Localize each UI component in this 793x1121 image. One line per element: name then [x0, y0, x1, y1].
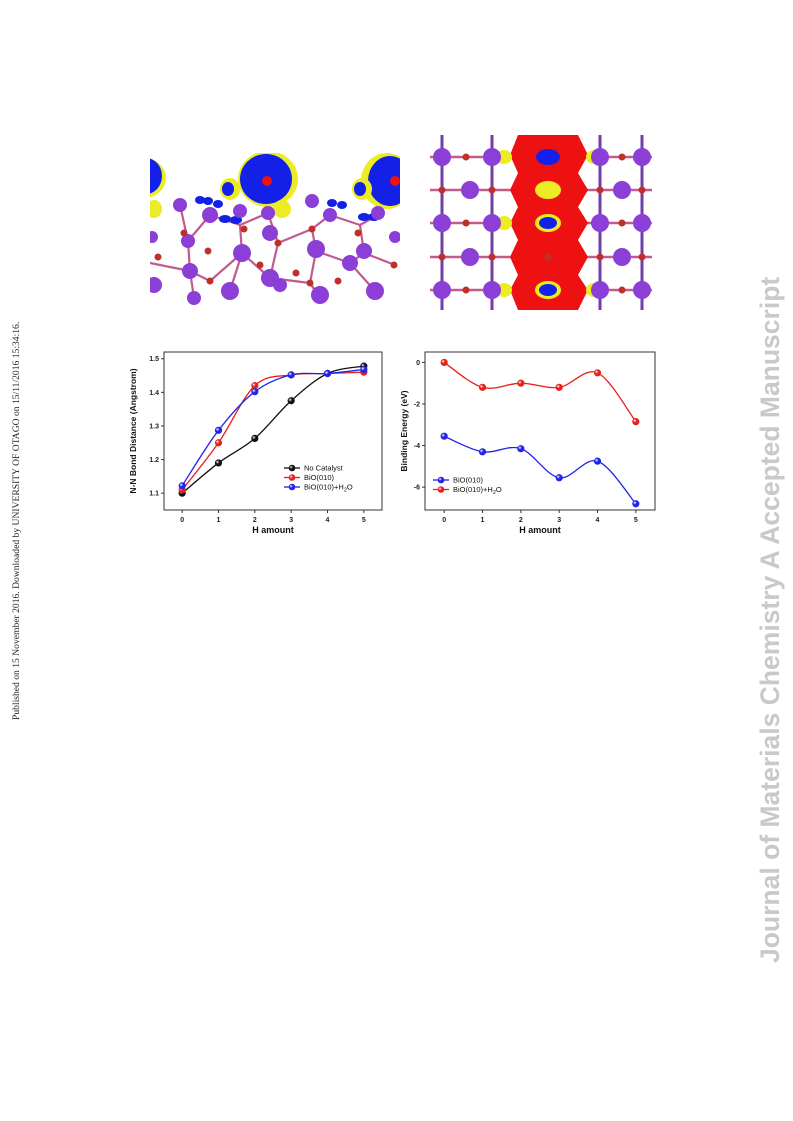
x-axis-label: H amount [519, 525, 561, 535]
y-tick-label: 1.2 [149, 457, 159, 464]
x-tick-label: 2 [519, 517, 523, 524]
structure-top-view-image [430, 135, 652, 310]
publication-note-text: Published on 15 November 2016. Downloade… [11, 321, 22, 720]
y-tick-label: -2 [414, 401, 420, 408]
x-tick-label: 5 [362, 517, 366, 524]
data-point [178, 482, 186, 490]
y-tick-label: -4 [414, 443, 420, 450]
y-axis-label: Binding Energy (eV) [399, 390, 409, 471]
y-tick-label: 1.4 [149, 390, 159, 397]
data-point [440, 358, 448, 366]
bond-distance-chart-svg: 0 1 2 3 4 5 1.1 1.2 1.3 1.4 1.5 H amount N-N Bond Di… [124, 342, 388, 542]
data-point [555, 383, 563, 391]
data-point [632, 500, 640, 508]
legend-marker [288, 474, 296, 481]
structure-side-view-svg [150, 153, 400, 305]
data-point [251, 388, 259, 396]
y-tick-label: 1.1 [149, 491, 159, 498]
binding-energy-chart-svg: 0 1 2 3 4 5 0 -2 -4 -6 H amount Binding Energy (eV)… [395, 342, 659, 542]
x-tick-label: 1 [481, 517, 485, 524]
data-point [440, 432, 448, 440]
x-tick-label: 0 [180, 517, 184, 524]
data-point [251, 382, 259, 390]
plot-frame [424, 351, 656, 511]
structure-top-view-svg [430, 135, 652, 310]
x-tick-label: 4 [326, 517, 330, 524]
x-tick-label: 5 [634, 517, 638, 524]
structure-side-view-image [150, 153, 400, 305]
x-tick-label: 3 [557, 517, 561, 524]
data-point [360, 365, 368, 374]
data-point [478, 383, 487, 391]
y-axis-label: N-N Bond Distance (Angstrom) [128, 368, 138, 493]
data-point [323, 369, 332, 378]
data-point [478, 448, 487, 456]
y-tick-label: 0 [416, 360, 420, 367]
data-point [517, 445, 525, 453]
data-point [214, 439, 223, 447]
charge-density-slab [496, 135, 602, 310]
legend-marker [288, 483, 296, 491]
bi-atoms [150, 194, 400, 305]
legend-marker [288, 464, 296, 472]
x-tick-label: 3 [289, 517, 293, 524]
o-atoms [154, 225, 398, 287]
plot-frame [163, 351, 383, 511]
x-tick-label: 2 [253, 517, 257, 524]
top-view-bi-atoms [433, 148, 651, 299]
legend-item-label: BiO(010) [304, 473, 335, 482]
legend-marker [437, 486, 445, 493]
legend-item-label: BiO(010)+H2O [304, 483, 353, 494]
legend-item-label: BiO(010)+H2O [453, 485, 502, 496]
legend-marker [437, 476, 445, 484]
x-tick-label: 4 [596, 517, 600, 524]
y-tick-label: -6 [414, 485, 420, 492]
legend-item-label: No Catalyst [304, 464, 344, 473]
data-point [251, 434, 259, 442]
journal-watermark-text: Journal of Materials Chemistry A Accepte… [755, 276, 785, 963]
margin-journal-watermark: Journal of Materials Chemistry A Accepte… [755, 158, 785, 963]
y-tick-label: 1.3 [149, 423, 159, 430]
data-point [287, 371, 295, 379]
data-point [214, 426, 223, 434]
x-tick-label: 1 [217, 517, 221, 524]
charge-density-lobes [150, 153, 400, 224]
data-point [632, 418, 640, 426]
data-point [214, 459, 223, 467]
data-point [555, 474, 563, 482]
margin-publication-note: Published on 15 November 2016. Downloade… [11, 270, 25, 720]
x-axis-label: H amount [252, 525, 294, 535]
data-point [287, 397, 295, 405]
y-tick-label: 1.5 [149, 356, 159, 363]
legend-item-label: BiO(010) [453, 476, 484, 485]
data-point [517, 379, 525, 387]
bond-distance-chart: 0 1 2 3 4 5 1.1 1.2 1.3 1.4 1.5 H amount N-N Bond Di… [124, 342, 388, 542]
data-point [593, 369, 602, 377]
top-view-o-atoms [438, 153, 646, 294]
data-point [593, 457, 602, 465]
x-tick-label: 0 [442, 517, 446, 524]
binding-energy-chart: 0 1 2 3 4 5 0 -2 -4 -6 H amount Binding Energy (eV)… [395, 342, 659, 542]
